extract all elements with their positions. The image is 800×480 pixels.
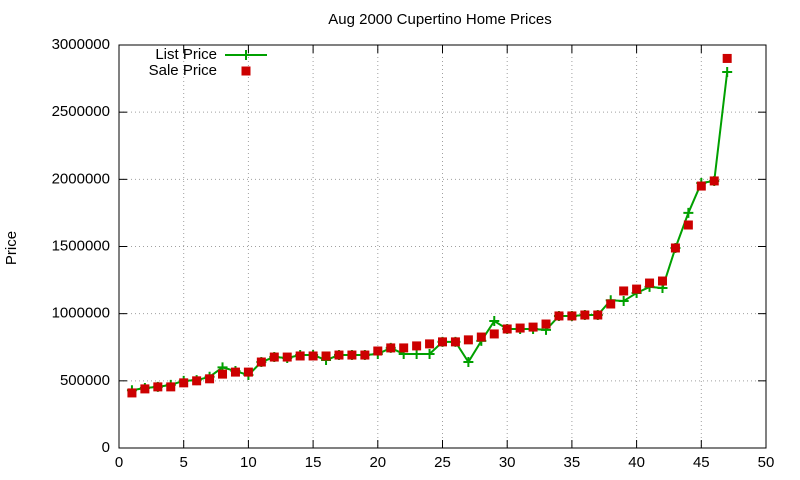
x-tick-label: 25 xyxy=(434,454,451,471)
data-point xyxy=(282,352,292,362)
data-point xyxy=(347,350,357,360)
data-point xyxy=(463,335,473,345)
data-point xyxy=(412,341,422,351)
data-point xyxy=(243,367,253,377)
y-tick-label: 0 xyxy=(102,439,110,456)
data-point xyxy=(528,322,538,332)
y-tick-label: 3000000 xyxy=(52,36,110,53)
data-point xyxy=(373,346,383,356)
data-point xyxy=(554,311,564,321)
data-point xyxy=(632,284,642,294)
data-point xyxy=(205,374,215,384)
data-point xyxy=(580,310,590,320)
data-point xyxy=(450,337,460,347)
data-point xyxy=(515,323,525,333)
x-tick-label: 0 xyxy=(115,454,123,471)
data-point xyxy=(722,67,733,78)
y-tick-label: 2000000 xyxy=(52,170,110,187)
data-point xyxy=(619,286,629,296)
data-point xyxy=(269,352,279,362)
data-point xyxy=(308,351,318,361)
legend-label: List Price xyxy=(155,46,217,63)
data-point xyxy=(321,351,331,361)
x-tick-label: 15 xyxy=(305,454,322,471)
data-point xyxy=(334,350,344,360)
data-point xyxy=(502,324,512,334)
x-tick-label: 40 xyxy=(628,454,645,471)
data-point xyxy=(140,384,150,394)
data-point xyxy=(399,343,409,353)
y-tick-label: 2500000 xyxy=(52,103,110,120)
data-point xyxy=(683,207,694,218)
data-point xyxy=(166,382,176,392)
data-point xyxy=(645,278,655,288)
legend-marker xyxy=(241,66,251,76)
x-tick-label: 35 xyxy=(564,454,581,471)
plot-border xyxy=(118,44,767,449)
x-tick-label: 50 xyxy=(758,454,775,471)
data-point xyxy=(256,357,266,367)
data-point xyxy=(386,343,396,353)
data-point xyxy=(657,276,667,286)
data-point xyxy=(567,311,577,321)
data-point xyxy=(696,181,706,191)
x-tick-label: 5 xyxy=(180,454,188,471)
data-point xyxy=(218,369,228,379)
data-point xyxy=(295,351,305,361)
data-point xyxy=(230,367,240,377)
x-tick-label: 30 xyxy=(499,454,516,471)
data-point xyxy=(360,350,370,360)
chart-title: Aug 2000 Cupertino Home Prices xyxy=(328,11,551,28)
data-point xyxy=(489,329,499,339)
data-point xyxy=(593,310,603,320)
data-point xyxy=(463,357,474,368)
data-point xyxy=(722,53,732,63)
y-tick-label: 1000000 xyxy=(52,305,110,322)
data-point xyxy=(709,176,719,186)
data-point xyxy=(192,376,202,386)
data-point xyxy=(489,316,500,327)
legend-label: Sale Price xyxy=(149,62,217,79)
data-point xyxy=(438,337,447,347)
y-axis-label: Price xyxy=(3,231,20,265)
data-point xyxy=(411,348,422,359)
data-point xyxy=(179,378,189,388)
data-point xyxy=(153,382,163,392)
data-point xyxy=(127,388,137,398)
data-point xyxy=(618,296,629,307)
data-point xyxy=(541,319,551,329)
data-point xyxy=(670,243,680,253)
x-tick-label: 10 xyxy=(240,454,257,471)
data-point xyxy=(424,348,435,359)
y-tick-label: 500000 xyxy=(60,372,110,389)
data-point xyxy=(476,332,486,342)
x-tick-label: 45 xyxy=(693,454,710,471)
y-tick-label: 1500000 xyxy=(52,237,110,254)
data-point xyxy=(683,220,693,230)
legend-marker xyxy=(241,50,251,60)
x-tick-label: 20 xyxy=(369,454,386,471)
data-point xyxy=(425,339,435,349)
data-point xyxy=(606,299,616,309)
